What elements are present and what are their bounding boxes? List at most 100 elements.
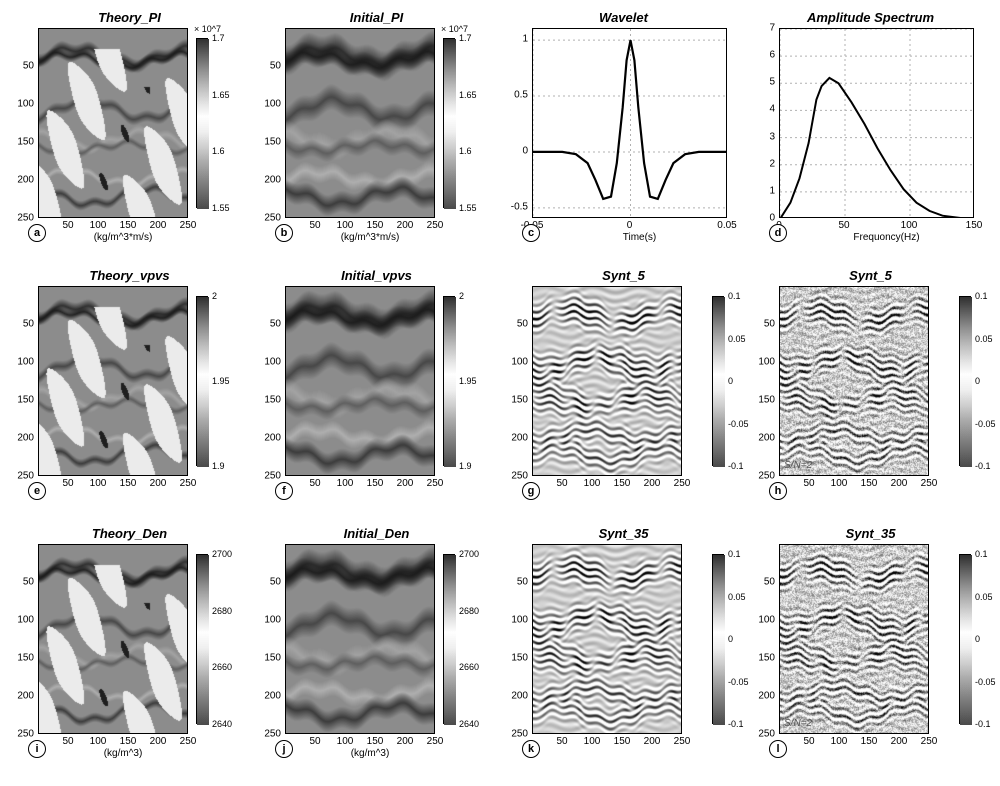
ytick-label: 100: [758, 357, 775, 368]
ytick-label: 50: [23, 319, 34, 330]
cb-tick-label: 0.05: [728, 334, 746, 344]
cb-tick-label: 1.6: [459, 146, 472, 156]
panel-h: Synt_5S/N=25010015020025050100150200250-…: [751, 268, 990, 518]
panel-title: Amplitude Spectrum: [751, 10, 990, 25]
xtick-label: 50: [838, 220, 849, 231]
cb-tick-label: 0.05: [728, 592, 746, 602]
sn-note: S/N=2: [784, 718, 812, 729]
panel-badge: i: [28, 740, 46, 758]
ytick-label: 200: [758, 691, 775, 702]
ytick-label: 200: [264, 433, 281, 444]
ytick-label: 250: [17, 471, 34, 482]
colorbar-ticks: 1.91.952: [457, 296, 497, 466]
xtick-label: 100: [584, 478, 601, 489]
x-label: (kg/m^3*m/s): [58, 232, 188, 243]
ytick-label: 50: [270, 319, 281, 330]
xtick-label: 250: [180, 478, 197, 489]
xtick-label: 150: [861, 736, 878, 747]
ytick-label: 3: [769, 131, 775, 142]
ytick-label: 1: [522, 34, 528, 45]
cb-tick-label: 0.1: [975, 549, 988, 559]
cb-tick-label: 1.6: [212, 146, 225, 156]
ytick-label: 2: [769, 158, 775, 169]
cb-tick-label: 0.1: [728, 549, 741, 559]
cb-tick-label: 2640: [459, 719, 479, 729]
ytick-label: 150: [17, 395, 34, 406]
ytick-label: 50: [270, 577, 281, 588]
ytick-label: 100: [264, 357, 281, 368]
ytick-label: 150: [758, 653, 775, 664]
ytick-label: 200: [264, 691, 281, 702]
ytick-label: 250: [511, 471, 528, 482]
cb-tick-label: 2700: [459, 549, 479, 559]
cb-tick-label: 0: [728, 376, 733, 386]
panel-title: Initial_vpvs: [257, 268, 496, 283]
ytick-label: 50: [270, 61, 281, 72]
xtick-label: 200: [150, 220, 167, 231]
colorbar-ticks: 2640266026802700: [210, 554, 250, 724]
panel-title: Synt_35: [751, 526, 990, 541]
xtick-label: 100: [831, 736, 848, 747]
ytick-label: 100: [511, 357, 528, 368]
cb-tick-label: 0: [975, 634, 980, 644]
xtick-label: 200: [644, 478, 661, 489]
xtick-label: 250: [921, 736, 938, 747]
cb-tick-label: 1.55: [212, 203, 230, 213]
colorbar: [712, 554, 724, 724]
cb-tick-label: -0.05: [728, 677, 749, 687]
ytick-label: 200: [17, 175, 34, 186]
x-axis: 50100150200250: [532, 736, 682, 750]
colorbar-ticks: -0.1-0.0500.050.1: [973, 296, 1000, 466]
x-axis: 50100150200250: [285, 478, 435, 492]
xtick-label: 100: [337, 220, 354, 231]
panel-title: Initial_PI: [257, 10, 496, 25]
cb-tick-label: 2: [212, 291, 217, 301]
xtick-label: 150: [367, 478, 384, 489]
xtick-label: 50: [556, 478, 567, 489]
y-axis: 50100150200250: [10, 28, 36, 218]
colorbar-ticks: 1.551.61.651.7: [457, 38, 497, 208]
cb-tick-label: -0.1: [975, 461, 991, 471]
y-axis: 50100150200250: [257, 28, 283, 218]
ytick-label: 200: [758, 433, 775, 444]
xtick-label: 200: [891, 736, 908, 747]
sn-note: S/N=2: [784, 460, 812, 471]
panel-title: Initial_Den: [257, 526, 496, 541]
ytick-label: 100: [264, 615, 281, 626]
ytick-label: 200: [511, 433, 528, 444]
y-axis: 50100150200250: [257, 544, 283, 734]
cb-tick-label: 0.1: [975, 291, 988, 301]
panel-badge: l: [769, 740, 787, 758]
x-axis: 50100150200250: [532, 478, 682, 492]
ytick-label: 250: [17, 213, 34, 224]
colorbar: [959, 296, 971, 466]
y-axis: 50100150200250: [751, 286, 777, 476]
panel-badge: h: [769, 482, 787, 500]
cb-tick-label: -0.1: [728, 719, 744, 729]
ytick-label: 250: [758, 471, 775, 482]
ytick-label: 6: [769, 50, 775, 61]
panel-d: Amplitude Spectrum01234567050100150Frequ…: [751, 10, 990, 260]
cb-tick-label: 1.7: [459, 33, 472, 43]
panel-badge: g: [522, 482, 540, 500]
panel-badge: a: [28, 224, 46, 242]
panel-g: Synt_55010015020025050100150200250-0.1-0…: [504, 268, 743, 518]
xtick-label: 150: [966, 220, 983, 231]
panel-badge: b: [275, 224, 293, 242]
image-plot: [38, 28, 188, 218]
image-plot: [38, 286, 188, 476]
y-axis: 50100150200250: [751, 544, 777, 734]
xtick-label: 150: [120, 220, 137, 231]
x-label: (kg/m^3): [305, 748, 435, 759]
panel-badge: k: [522, 740, 540, 758]
ytick-label: 5: [769, 77, 775, 88]
xtick-label: 0.05: [717, 220, 736, 231]
x-axis: 50100150200250: [779, 736, 929, 750]
colorbar: [443, 38, 455, 208]
xtick-label: 50: [309, 478, 320, 489]
ytick-label: 150: [758, 395, 775, 406]
panel-title: Theory_PI: [10, 10, 249, 25]
x-label: (kg/m^3): [58, 748, 188, 759]
ytick-label: 100: [511, 615, 528, 626]
xtick-label: 100: [584, 736, 601, 747]
